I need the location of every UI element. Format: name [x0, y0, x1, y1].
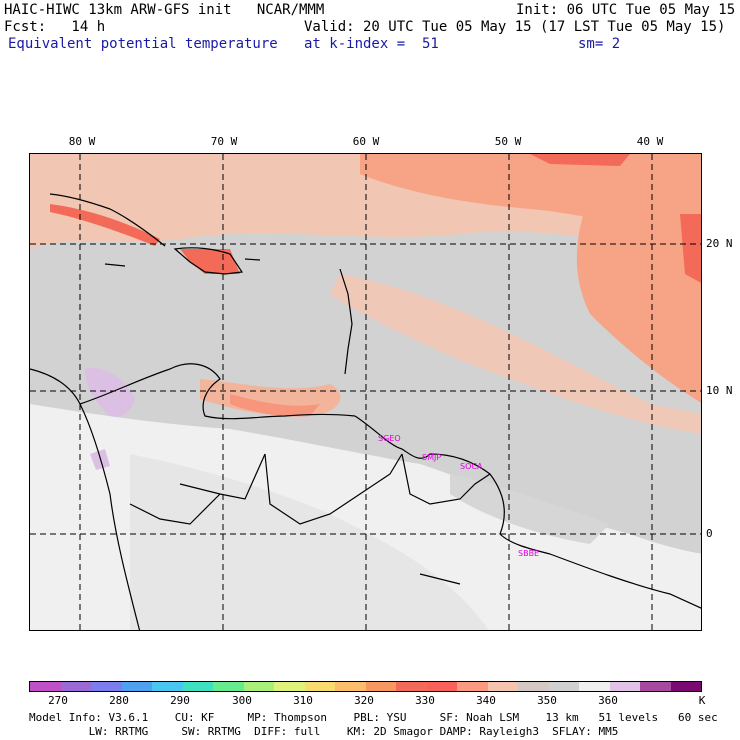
colorbar-label-330: 330 [415, 694, 435, 707]
smoothing-info: sm= 2 [578, 36, 621, 52]
colorbar-label-270: 270 [48, 694, 68, 707]
station-sbbe: SBBE [518, 549, 539, 558]
lon-label-50w: 50 W [494, 135, 522, 148]
model-info-line2: LW: RRTMG SW: RRTMG DIFF: full KM: 2D Sm… [29, 725, 619, 738]
lon-label-60w: 60 W [352, 135, 380, 148]
lon-label-40w: 40 W [636, 135, 664, 148]
colorbar-swatch-7 [243, 682, 274, 691]
lon-label-70w: 70 W [210, 135, 238, 148]
colorbar-swatch-12 [396, 682, 427, 691]
colorbar-swatch-8 [274, 682, 305, 691]
lat-label-0: 0 [706, 527, 713, 540]
colorbar-label-320: 320 [354, 694, 374, 707]
colorbar-swatch-1 [60, 682, 91, 691]
station-smjp: SMJP [422, 453, 441, 462]
lat-label-20n: 20 N [706, 237, 733, 250]
colorbar-swatch-16 [518, 682, 549, 691]
colorbar-swatch-2 [91, 682, 122, 691]
colorbar-swatch-6 [213, 682, 244, 691]
colorbar-swatch-19 [609, 682, 640, 691]
colorbar-swatch-0 [30, 682, 61, 691]
lon-label-80w: 80 W [68, 135, 96, 148]
color-scale-bar [29, 681, 702, 692]
colorbar-swatch-21 [670, 682, 701, 691]
forecast-hour: Fcst: 14 h [4, 19, 106, 35]
colorbar-label-350: 350 [537, 694, 557, 707]
valid-time: Valid: 20 UTC Tue 05 May 15 (17 LST Tue … [304, 19, 726, 35]
station-sgeo: SGEO [378, 434, 401, 443]
colorbar-label-280: 280 [109, 694, 129, 707]
lat-label-10n: 10 N [706, 384, 733, 397]
map-panel: SGEO SMJP SOCA SBBE [29, 153, 702, 631]
colorbar-swatch-9 [304, 682, 335, 691]
theta-e-field: SGEO SMJP SOCA SBBE [30, 154, 701, 630]
colorbar-swatch-3 [121, 682, 152, 691]
init-time: Init: 06 UTC Tue 05 May 15 [516, 2, 736, 18]
colorbar-swatch-17 [548, 682, 579, 691]
colorbar-label-300: 300 [232, 694, 252, 707]
model-title: HAIC-HIWC 13km ARW-GFS init NCAR/MMM [4, 2, 325, 18]
colorbar-swatch-10 [335, 682, 366, 691]
colorbar-swatch-18 [579, 682, 610, 691]
colorbar-unit: K [698, 694, 706, 707]
colorbar-label-310: 310 [293, 694, 313, 707]
colorbar-label-340: 340 [476, 694, 496, 707]
colorbar-swatch-5 [182, 682, 213, 691]
station-soca: SOCA [460, 462, 483, 471]
colorbar-label-360: 360 [598, 694, 618, 707]
colorbar-swatch-20 [640, 682, 671, 691]
model-info-line1: Model Info: V3.6.1 CU: KF MP: Thompson P… [29, 711, 718, 724]
colorbar-swatch-15 [487, 682, 518, 691]
colorbar-swatch-4 [152, 682, 183, 691]
field-name: Equivalent potential temperature [8, 36, 278, 52]
colorbar-swatch-13 [426, 682, 457, 691]
colorbar-swatch-11 [365, 682, 396, 691]
colorbar-label-290: 290 [170, 694, 190, 707]
level-info: at k-index = 51 [304, 36, 439, 52]
colorbar-swatch-14 [457, 682, 488, 691]
